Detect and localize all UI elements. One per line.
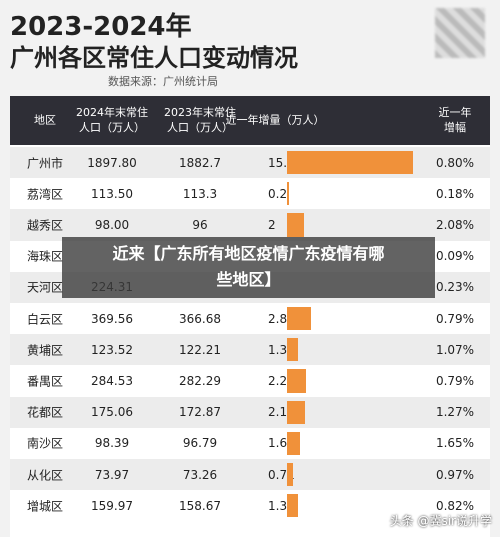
- rate: 0.79%: [435, 311, 475, 326]
- district: 越秀区: [26, 218, 64, 233]
- increase-bar: [287, 463, 293, 487]
- pop-2023: 1882.7: [179, 155, 221, 170]
- column-header: 近一年增幅: [438, 106, 472, 134]
- qr-code: [435, 8, 485, 58]
- rate: 0.82%: [435, 498, 475, 513]
- pop-2024: 98.00: [94, 218, 130, 232]
- pop-2024: 73.97: [94, 467, 130, 482]
- district: 南沙区: [26, 436, 64, 451]
- pop-2023: 113.3: [182, 186, 218, 201]
- district: 花都区: [26, 405, 64, 420]
- rate: 0.97%: [435, 467, 475, 482]
- district: 从化区: [26, 468, 64, 483]
- header-row: [10, 96, 490, 145]
- district: 黄埔区: [26, 343, 64, 358]
- district: 增城区: [26, 499, 64, 514]
- increase-bar: [287, 369, 306, 393]
- district: 天河区: [26, 280, 64, 295]
- increase: 1.3: [268, 498, 288, 513]
- pop-2023: 282.29: [179, 374, 221, 388]
- rate: 0.18%: [435, 186, 475, 201]
- rate: 1.07%: [435, 342, 475, 357]
- pop-2024: 123.52: [91, 342, 133, 357]
- rate: 0.80%: [435, 155, 475, 170]
- pop-2023: 73.26: [182, 467, 218, 482]
- column-header: 2023年末常住 人口（万人）: [164, 106, 236, 134]
- row-stripe: [10, 334, 490, 366]
- watermark: 头条 @冀sir说升学: [389, 514, 492, 528]
- district: 白云区: [26, 312, 64, 327]
- row-stripe: [10, 459, 490, 491]
- row-stripe: [10, 147, 490, 179]
- row-stripe: [10, 209, 490, 241]
- table: 地区 2024年末常住 人口（万人） 2023年末常住 人口（万人） 近一年增量（万人…: [10, 96, 490, 537]
- increase-bar: [287, 151, 413, 175]
- rate: 1.65%: [435, 436, 475, 451]
- district: 海珠区: [26, 249, 64, 264]
- pop-2023: 96.79: [182, 436, 218, 451]
- pop-2024: 369.56: [91, 311, 133, 326]
- pop-2024: 113.50: [91, 186, 133, 201]
- title: 2023-2024年: [10, 12, 192, 42]
- district: 荔湾区: [26, 187, 64, 202]
- increase: 2: [268, 218, 276, 232]
- increase-bar: [287, 182, 289, 206]
- banner: 近来【广东所有地区疫情广东疫情有哪些地区】: [62, 237, 435, 298]
- increase: 0.2: [268, 186, 288, 201]
- rate: 0.79%: [435, 374, 475, 388]
- pop-2023: 122.21: [179, 342, 221, 357]
- district: 番禺区: [26, 374, 64, 389]
- pop-2024: 1897.80: [87, 155, 137, 170]
- pop-2023: 366.68: [179, 311, 221, 326]
- increase-bar: [287, 431, 301, 455]
- subtitle: 广州各区常住人口变动情况: [10, 44, 298, 72]
- column-header: 近一年增量（万人）: [225, 113, 325, 127]
- rate: 1.27%: [435, 405, 475, 420]
- pop-2023: 158.67: [179, 498, 221, 513]
- rate: 2.08%: [435, 218, 475, 232]
- increase-bar: [287, 338, 298, 362]
- pop-2023: 172.87: [179, 405, 221, 420]
- rate: 0.23%: [435, 280, 475, 295]
- pop-2024: 98.39: [94, 436, 130, 451]
- column-header: 地区: [34, 113, 56, 127]
- increase-bar: [287, 400, 306, 424]
- district: 广州市: [26, 156, 64, 171]
- increase-bar: [287, 213, 304, 237]
- pop-2024: 159.97: [91, 498, 133, 513]
- increase: 1.6: [268, 436, 288, 451]
- increase-bar: [287, 307, 312, 331]
- pop-2024: 284.53: [91, 374, 133, 388]
- source: 数据来源：广州统计局: [108, 75, 218, 88]
- rate: 0.09%: [435, 249, 475, 264]
- pop-2024: 175.06: [91, 405, 133, 420]
- pop-2023: 96: [192, 218, 208, 232]
- column-header: 2024年末常住 人口（万人）: [76, 106, 148, 134]
- row-stripe: [10, 396, 490, 428]
- increase-bar: [287, 494, 298, 518]
